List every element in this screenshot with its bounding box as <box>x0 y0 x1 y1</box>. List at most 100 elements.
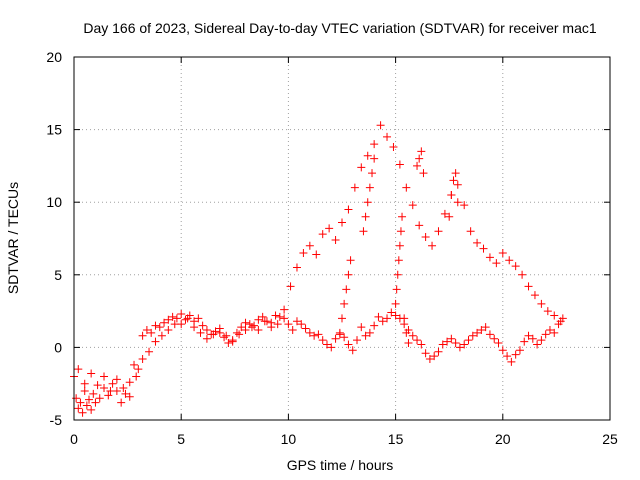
data-point <box>395 160 404 169</box>
data-point <box>556 317 565 326</box>
data-point <box>100 372 109 381</box>
data-point <box>228 337 237 346</box>
data-point <box>378 317 387 326</box>
data-point <box>104 391 113 400</box>
data-point <box>190 323 199 332</box>
y-tick-label: 10 <box>46 194 62 210</box>
data-point <box>537 336 546 345</box>
data-point <box>260 317 269 326</box>
data-point <box>344 340 353 349</box>
data-point <box>477 325 486 334</box>
data-point <box>224 339 233 348</box>
data-point <box>170 320 179 329</box>
data-point <box>340 333 349 342</box>
data-point <box>359 227 368 236</box>
data-point <box>280 305 289 314</box>
data-point <box>346 256 355 265</box>
data-point <box>327 343 336 352</box>
data-points <box>70 121 567 417</box>
data-point <box>82 401 91 410</box>
data-point <box>335 328 344 337</box>
data-point <box>168 312 177 321</box>
data-point <box>421 349 430 358</box>
data-point <box>438 340 447 349</box>
data-point <box>365 183 374 192</box>
data-point <box>455 343 464 352</box>
data-point <box>515 346 524 355</box>
data-point <box>511 262 520 271</box>
data-point <box>250 321 259 330</box>
data-point <box>194 314 203 323</box>
data-point <box>498 249 507 258</box>
data-point <box>305 241 314 250</box>
data-point <box>93 381 102 390</box>
data-point <box>138 355 147 364</box>
data-point <box>490 334 499 343</box>
data-point <box>415 221 424 230</box>
data-point <box>440 209 449 218</box>
data-point <box>284 320 293 329</box>
data-point <box>520 337 529 346</box>
data-point <box>445 212 454 221</box>
data-point <box>447 190 456 199</box>
data-point <box>280 314 289 323</box>
data-point <box>383 132 392 141</box>
data-point <box>368 169 377 178</box>
data-point <box>505 256 514 265</box>
data-point <box>222 331 231 340</box>
data-point <box>391 299 400 308</box>
data-point <box>537 299 546 308</box>
data-point <box>353 336 362 345</box>
data-point <box>258 312 267 321</box>
data-point <box>314 330 323 339</box>
data-point <box>254 315 263 324</box>
grid-lines <box>74 57 610 420</box>
data-point <box>430 352 439 361</box>
data-point <box>451 339 460 348</box>
data-point <box>473 328 482 337</box>
data-point <box>155 323 164 332</box>
data-point <box>297 320 306 329</box>
data-point <box>160 318 169 327</box>
data-point <box>331 334 340 343</box>
data-point <box>400 314 409 323</box>
data-point <box>119 384 128 393</box>
data-point <box>396 227 405 236</box>
data-point <box>172 314 181 323</box>
data-point <box>392 285 401 294</box>
data-point <box>138 331 147 340</box>
data-point <box>305 328 314 337</box>
data-point <box>310 331 319 340</box>
data-point <box>342 285 351 294</box>
data-point <box>524 331 533 340</box>
data-point <box>408 331 417 340</box>
data-point <box>485 330 494 339</box>
data-point <box>425 355 434 364</box>
data-point <box>312 250 321 259</box>
data-point <box>550 328 559 337</box>
data-point <box>398 212 407 221</box>
data-point <box>202 334 211 343</box>
data-point <box>74 404 83 413</box>
data-point <box>357 163 366 172</box>
data-point <box>235 330 244 339</box>
data-point <box>417 147 426 156</box>
data-point <box>545 325 554 334</box>
data-point <box>237 323 246 332</box>
data-point <box>393 270 402 279</box>
x-tick-label: 10 <box>281 431 297 447</box>
data-point <box>498 346 507 355</box>
data-point <box>428 241 437 250</box>
data-point <box>106 386 115 395</box>
data-point <box>164 315 173 324</box>
data-point <box>528 334 537 343</box>
data-point <box>95 394 104 403</box>
data-point <box>395 241 404 250</box>
data-point <box>134 365 143 374</box>
data-point <box>394 256 403 265</box>
data-point <box>533 340 542 349</box>
y-tick-label: -5 <box>50 412 63 428</box>
axis-ticks: 0 5 10 15 20 25 -5 0 5 10 15 20 <box>46 49 618 447</box>
y-tick-label: 0 <box>54 339 62 355</box>
data-point <box>177 310 186 319</box>
